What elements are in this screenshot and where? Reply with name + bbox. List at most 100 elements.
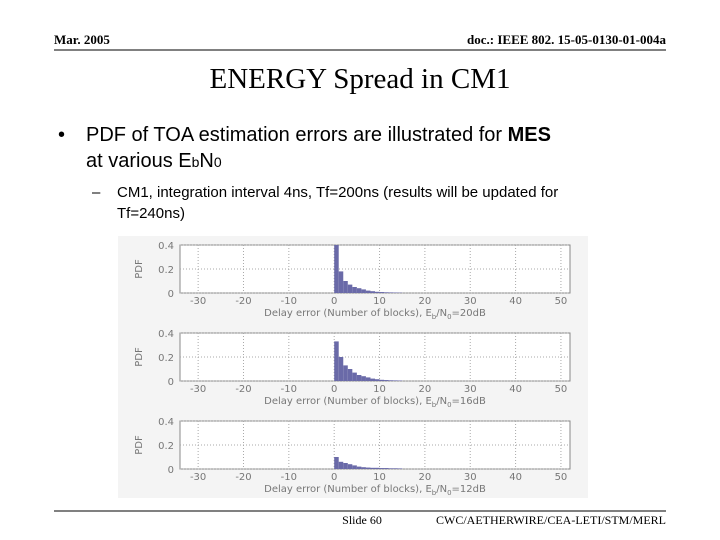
bullet-line1: PDF of TOA estimation errors are illustr… [86, 124, 551, 146]
x-axis-label-part: =12dB [452, 484, 486, 495]
x-tick-label: -20 [235, 296, 251, 307]
x-axis-label-part: Delay error (Number of blocks), E [264, 484, 432, 495]
histogram-bar [370, 378, 375, 381]
y-tick-label: 0.2 [158, 265, 174, 276]
x-tick-label: 40 [509, 384, 522, 395]
histogram-bar [343, 463, 348, 469]
x-axis-label-part: 0 [447, 401, 451, 409]
bullet-bold: MES [508, 124, 551, 146]
x-axis-label: Delay error (Number of blocks), Eb/N0=16… [264, 396, 486, 409]
x-axis-label-part: =16dB [452, 396, 486, 407]
x-tick-label: -30 [190, 296, 206, 307]
histogram-bar [361, 289, 366, 293]
histogram-bar [352, 465, 357, 469]
y-tick-label: 0.4 [158, 241, 174, 252]
histogram-bar [365, 377, 371, 381]
bullet-sym: b [192, 154, 200, 170]
x-axis-label-part: =20dB [452, 308, 486, 319]
histogram-bar [356, 466, 362, 469]
histogram-bar [375, 379, 380, 381]
histogram-bar [361, 376, 366, 381]
histogram-bar [356, 375, 362, 381]
histogram-bar [375, 467, 380, 469]
sub-bullet-line2: Tf=240ns) [117, 205, 185, 222]
y-axis-label: PDF [134, 435, 145, 455]
x-tick-label: 50 [555, 384, 568, 395]
histogram-bar [388, 380, 394, 381]
bullet-sym: 0 [214, 154, 222, 170]
histogram-bar [379, 292, 385, 293]
histogram-bar [370, 291, 375, 293]
histogram-bar [393, 468, 398, 469]
x-tick-label: 10 [373, 384, 386, 395]
x-axis-label-part: /N [436, 396, 447, 407]
x-tick-label: 0 [331, 296, 337, 307]
x-tick-label: -10 [281, 296, 297, 307]
header-date: Mar. 2005 [54, 32, 110, 47]
histogram-bar [352, 287, 357, 293]
histogram-bar [379, 379, 385, 381]
x-axis-label-part: b [432, 313, 437, 321]
x-tick-label: 10 [373, 472, 386, 483]
histogram-bar [365, 290, 371, 293]
sub-dash: – [92, 184, 101, 201]
y-tick-label: 0 [168, 377, 174, 388]
histogram-bar [334, 457, 339, 469]
bullet-dot: • [58, 124, 65, 146]
y-axis-label: PDF [134, 347, 145, 367]
x-axis-label: Delay error (Number of blocks), Eb/N0=20… [264, 308, 486, 321]
footer-org: CWC/AETHERWIRE/CEA-LETI/STM/MERL [436, 513, 666, 527]
y-tick-label: 0 [168, 465, 174, 476]
histogram-bar [338, 271, 344, 293]
x-axis-label-part: b [432, 401, 437, 409]
footer-slide: Slide 60 [342, 513, 382, 527]
x-tick-label: -20 [235, 472, 251, 483]
bullet-line2: at various EbN0 [86, 150, 222, 172]
x-tick-label: -30 [190, 472, 206, 483]
histogram-bar [397, 468, 403, 469]
x-tick-label: 30 [464, 384, 477, 395]
header-doc: doc.: IEEE 802. 15-05-0130-01-004a [467, 32, 666, 47]
histogram-bar [384, 292, 389, 293]
histogram-bar [388, 292, 394, 293]
x-tick-label: 40 [509, 472, 522, 483]
histogram-bar [347, 464, 353, 469]
charts: 0 0.2 0.4 -30 -20 -10 0 10 20 30 40 50 PDF Delay erro… [134, 241, 571, 497]
y-tick-label: 0.4 [158, 329, 174, 340]
x-tick-label: -10 [281, 472, 297, 483]
x-axis-label-part: 0 [447, 313, 451, 321]
bullet-sym: E [178, 150, 191, 172]
histogram-bar [361, 467, 366, 469]
histogram-bar [384, 468, 389, 469]
x-axis-label-part: /N [436, 308, 447, 319]
x-tick-label: 10 [373, 296, 386, 307]
histogram-bar [334, 341, 339, 381]
y-tick-label: 0.2 [158, 353, 174, 364]
x-axis-label-part: Delay error (Number of blocks), E [264, 308, 432, 319]
y-tick-label: 0.2 [158, 441, 174, 452]
x-axis-label-part: Delay error (Number of blocks), E [264, 396, 432, 407]
histogram-bar [352, 372, 357, 381]
x-axis-label-part: /N [436, 484, 447, 495]
histogram-bar [370, 467, 375, 469]
bullet-sym: N [199, 150, 213, 172]
bullet-text: at various [86, 150, 178, 172]
bullet-text: PDF of TOA estimation errors are illustr… [86, 124, 508, 146]
x-tick-label: -10 [281, 384, 297, 395]
sub-bullet-line1: CM1, integration interval 4ns, Tf=200ns … [117, 184, 558, 201]
histogram-bar [384, 380, 389, 381]
y-tick-label: 0 [168, 289, 174, 300]
histogram-bar [379, 468, 385, 469]
histogram-bar [343, 365, 348, 381]
x-tick-label: 0 [331, 472, 337, 483]
x-tick-label: 30 [464, 296, 477, 307]
histogram-bar [334, 245, 339, 293]
x-tick-label: 40 [509, 296, 522, 307]
histogram-bar [338, 461, 344, 469]
histogram-bar [343, 281, 348, 293]
y-tick-label: 0.4 [158, 417, 174, 428]
histogram-bar [347, 369, 353, 381]
x-tick-label: -30 [190, 384, 206, 395]
y-axis-label: PDF [134, 259, 145, 279]
